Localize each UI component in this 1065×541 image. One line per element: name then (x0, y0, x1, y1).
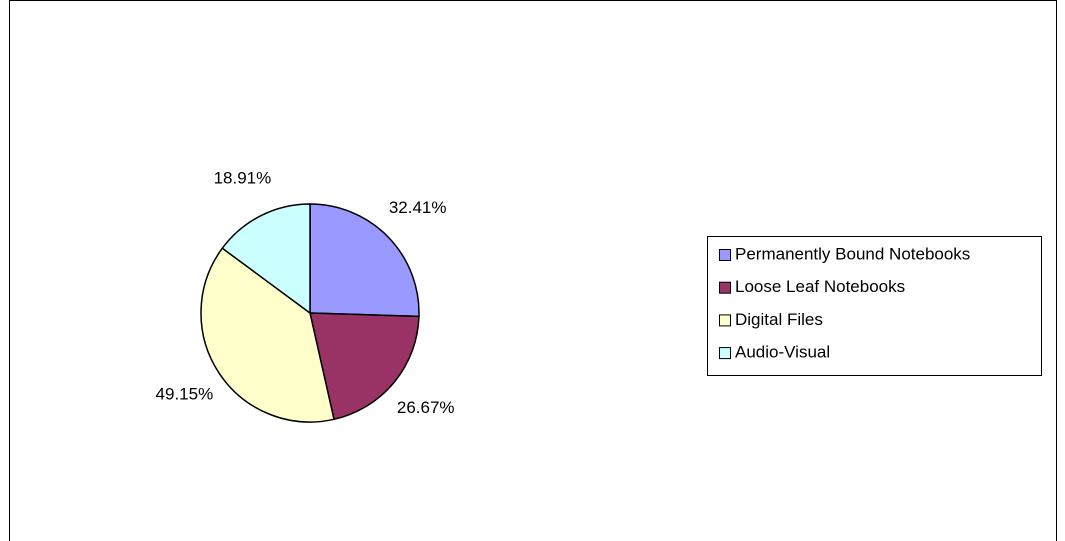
pie-slice (309, 203, 420, 318)
legend-label: Digital Files (735, 310, 823, 329)
legend-swatch (719, 314, 731, 327)
data-label: 49.15% (156, 384, 214, 403)
pie-slice (200, 247, 335, 423)
data-label: 26.67% (397, 398, 455, 417)
legend-swatch (719, 347, 731, 360)
legend-label: Loose Leaf Notebooks (735, 277, 905, 296)
legend-label: Audio-Visual (735, 343, 830, 362)
legend-swatch (719, 249, 731, 261)
legend-box (707, 236, 1042, 376)
legend-label: Permanently Bound Notebooks (735, 244, 970, 263)
pie-slice (221, 203, 311, 315)
legend-swatch (719, 281, 731, 294)
pie-slice (309, 312, 420, 421)
data-label: 18.91% (214, 169, 272, 188)
data-label: 32.41% (389, 198, 447, 217)
